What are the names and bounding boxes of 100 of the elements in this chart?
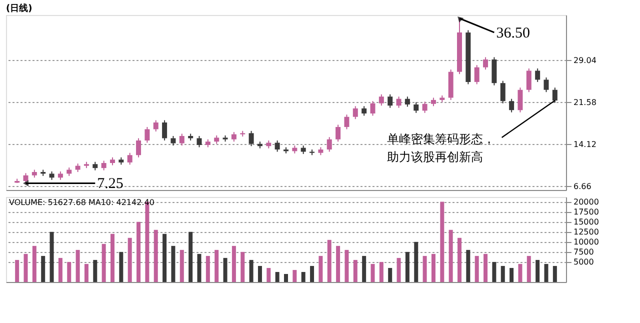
bar <box>379 262 384 282</box>
bar <box>396 258 401 282</box>
bar <box>32 246 36 282</box>
bar <box>518 264 522 282</box>
candlestick <box>162 120 168 141</box>
bar <box>128 238 132 282</box>
y-tick-label: 14.12 <box>574 140 596 149</box>
bar <box>188 232 193 282</box>
y-tick-label: 21.58 <box>574 98 596 107</box>
bar <box>405 252 410 282</box>
candlestick <box>274 140 280 152</box>
candlestick <box>153 120 158 132</box>
bar <box>119 252 124 282</box>
candlestick <box>492 56 497 86</box>
bar <box>162 234 167 282</box>
bar <box>301 272 306 282</box>
annotation: 单峰密集筹码形态， <box>386 132 495 146</box>
candlestick <box>509 98 514 113</box>
candlestick <box>535 68 540 82</box>
bar <box>154 230 158 282</box>
bar <box>458 238 462 282</box>
bar <box>422 256 427 282</box>
bar <box>292 270 297 282</box>
candlestick <box>518 87 523 113</box>
bar <box>180 250 184 282</box>
bar <box>500 266 505 282</box>
candlestick <box>362 106 367 116</box>
bar <box>448 230 453 282</box>
bar <box>440 202 444 282</box>
bar <box>206 256 210 282</box>
candlestick <box>474 64 480 85</box>
bar <box>136 222 141 282</box>
candlestick <box>370 100 376 116</box>
bar <box>362 256 366 282</box>
y-tick-label: 20000 <box>574 197 599 206</box>
bar <box>544 264 548 282</box>
bar <box>197 254 202 282</box>
bar <box>388 268 392 282</box>
y-tick-label: 7500 <box>574 247 594 256</box>
candlestick <box>127 152 132 166</box>
bar <box>93 260 98 282</box>
candlestick <box>414 102 419 114</box>
bar <box>67 262 72 282</box>
candlestick <box>196 135 202 148</box>
bar <box>223 258 228 282</box>
candlestick <box>248 130 254 147</box>
y-tick-label: 10000 <box>574 237 599 246</box>
bar <box>284 274 288 282</box>
candlestick <box>396 96 402 108</box>
bar <box>474 256 479 282</box>
y-tick-label: 5000 <box>574 257 594 266</box>
annotation: 7.25 <box>97 176 124 192</box>
annotation: 36.50 <box>496 25 530 42</box>
bar <box>249 260 254 282</box>
bar <box>327 240 332 282</box>
bar <box>76 250 80 282</box>
candlestick <box>179 133 184 146</box>
candlestick <box>526 68 532 93</box>
candlestick <box>483 56 488 70</box>
bar <box>84 264 88 282</box>
bar <box>102 244 106 282</box>
y-tick-label: 17500 <box>574 207 599 216</box>
bar <box>50 232 54 282</box>
annotation: VOLUME: 51627.68 MA10: 42142.40 <box>9 198 154 207</box>
candlestick <box>336 124 341 142</box>
candlestick <box>404 96 410 108</box>
bar <box>310 266 314 282</box>
bar <box>214 250 219 282</box>
y-tick-label: 6.66 <box>574 182 592 191</box>
bar <box>353 260 358 282</box>
candlestick <box>352 106 358 120</box>
bar <box>275 272 280 282</box>
bar <box>336 246 340 282</box>
bar <box>510 268 514 282</box>
candlestick <box>170 135 176 146</box>
bar <box>318 256 323 282</box>
y-tick-label: 29.04 <box>574 56 596 65</box>
chart-title: (日线) <box>6 3 32 14</box>
bar <box>240 252 245 282</box>
candlestick <box>101 160 106 171</box>
bar <box>258 266 262 282</box>
bar <box>526 256 531 282</box>
candlestick <box>500 80 506 104</box>
bar <box>370 264 375 282</box>
bar <box>58 258 62 282</box>
bar <box>492 262 496 282</box>
bar <box>344 250 349 282</box>
bar <box>171 246 176 282</box>
bar <box>552 266 557 282</box>
candlestick <box>552 87 558 104</box>
bar <box>232 246 236 282</box>
bar <box>431 254 436 282</box>
candlestick <box>326 136 332 152</box>
y-tick-label: 12500 <box>574 227 599 236</box>
candlestick <box>144 126 150 144</box>
bar <box>15 260 20 282</box>
candlestick <box>136 138 142 158</box>
candlestick <box>344 114 350 130</box>
bar <box>414 242 418 282</box>
candlestick <box>544 76 549 93</box>
